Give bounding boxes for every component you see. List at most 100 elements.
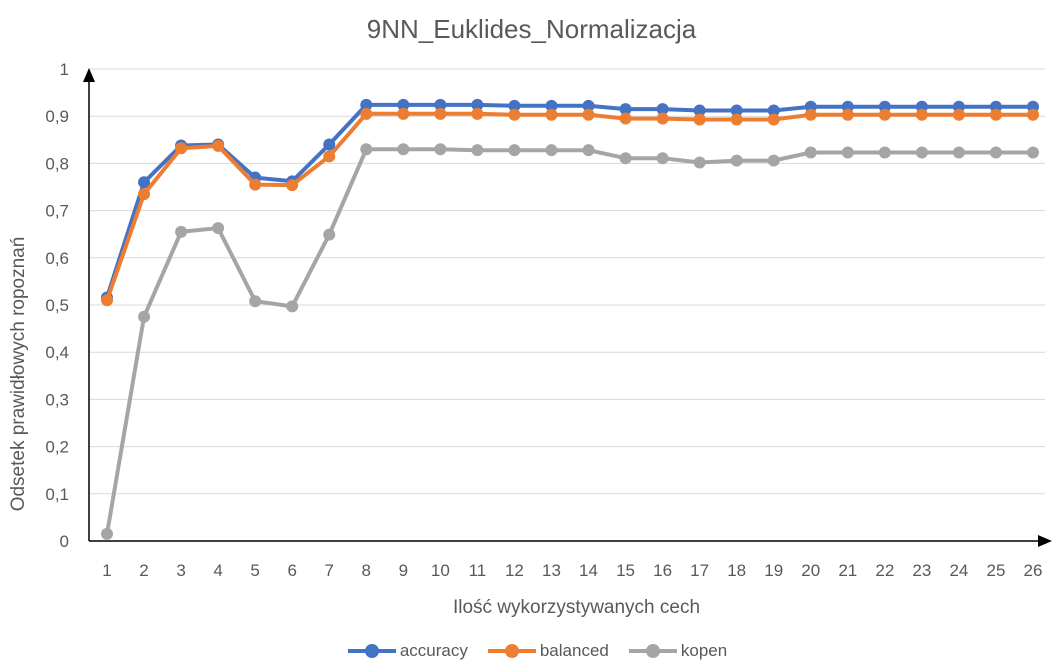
data-point-balanced [397,107,410,120]
series-line-kopen [105,147,1035,536]
y-tick-label: 0,1 [45,485,69,504]
legend-item-accuracy: accuracy [347,641,468,661]
x-tick-label: 1 [102,561,111,580]
data-point-accuracy [508,99,521,112]
x-tick-label: 14 [579,561,598,580]
y-tick-label: 0,6 [45,249,69,268]
data-point-accuracy [619,103,632,116]
x-tick-label: 9 [399,561,408,580]
x-tick-label: 23 [912,561,931,580]
x-tick-label: 5 [250,561,259,580]
y-tick-label: 0,3 [45,390,69,409]
data-point-balanced [360,107,373,120]
data-point-kopen [508,144,521,157]
data-point-balanced [841,108,854,121]
legend-item-kopen: kopen [628,641,728,661]
y-tick-label: 0,4 [45,343,69,362]
data-point-kopen [952,146,965,159]
chart-title: 9NN_Euklides_Normalizacja [366,14,697,44]
data-point-kopen [804,146,817,159]
x-tick-label: 13 [542,561,561,580]
series-kopen [101,143,1039,540]
data-point-accuracy [582,99,595,112]
y-tick-label: 0,2 [45,438,69,457]
data-point-accuracy [656,103,669,116]
axes [83,68,1052,547]
data-point-kopen [989,146,1002,159]
y-tick-label: 0,9 [45,107,69,126]
x-tick-label: 7 [325,561,334,580]
x-tick-label: 24 [949,561,968,580]
data-point-kopen [915,146,928,159]
data-point-balanced [545,108,558,121]
data-point-balanced [175,142,188,155]
data-point-kopen [582,144,595,157]
x-tick-label: 18 [727,561,746,580]
data-point-balanced [804,108,817,121]
data-point-balanced [212,139,225,152]
legend-swatch [628,644,677,658]
data-point-balanced [434,107,447,120]
legend-item-balanced: balanced [487,641,609,661]
x-tick-label: 10 [431,561,450,580]
data-point-balanced [656,112,669,125]
data-point-accuracy [471,98,484,111]
data-point-kopen [545,144,558,157]
x-tick-label: 4 [213,561,222,580]
series-lines [101,98,1039,540]
data-point-kopen [619,152,632,165]
data-point-kopen [656,152,669,165]
legend-label: kopen [680,641,728,660]
x-tick-label: 8 [362,561,371,580]
data-point-kopen [471,144,484,157]
data-point-balanced [323,150,336,163]
data-point-balanced [508,108,521,121]
data-point-kopen [138,310,151,323]
data-point-kopen [101,527,113,540]
x-tick-label: 25 [986,561,1005,580]
gridlines [89,68,1045,495]
data-point-accuracy [360,98,373,111]
data-point-kopen [693,156,706,169]
data-point-kopen [249,295,262,308]
legend-swatch [487,644,536,658]
data-point-balanced [138,188,151,201]
x-axis-arrow [1038,535,1052,547]
data-point-kopen [175,225,188,238]
data-point-accuracy [434,98,447,111]
data-point-balanced [915,108,928,121]
legend-label: balanced [539,641,609,660]
data-point-kopen [1027,146,1039,159]
series-line-balanced [105,111,1035,303]
data-point-kopen [360,143,373,156]
x-tick-label: 11 [469,561,487,580]
legend-swatch [347,644,396,658]
series-line-accuracy [105,102,1035,300]
legend-label: accuracy [399,641,468,660]
legend: accuracy balanced kopen [0,641,1063,661]
data-point-balanced [471,107,484,120]
y-tick-label: 0,5 [45,296,69,315]
data-point-balanced [286,179,299,192]
x-tick-label: 3 [176,561,185,580]
x-tick-labels: 1 2 3 4 5 6 7 8 9 10 11 12 13 14 15 16 17 18 19 20 21 22 23 24 2… [102,561,1042,580]
x-tick-label: 19 [764,561,783,580]
x-tick-label: 22 [875,561,894,580]
x-tick-label: 17 [690,561,709,580]
data-point-balanced [767,113,780,126]
y-tick-label: 1 [60,60,69,79]
y-axis-arrow [83,68,95,82]
data-point-accuracy [323,138,336,151]
data-point-accuracy [545,99,558,112]
data-point-kopen [286,300,299,313]
x-tick-label: 15 [616,561,635,580]
data-point-accuracy [138,176,151,189]
data-point-kopen [323,228,336,241]
data-point-balanced [693,113,706,126]
data-point-balanced [249,178,262,191]
data-point-balanced [878,108,891,121]
x-tick-label: 21 [838,561,857,580]
x-tick-label: 6 [287,561,296,580]
x-tick-label: 26 [1024,561,1043,580]
